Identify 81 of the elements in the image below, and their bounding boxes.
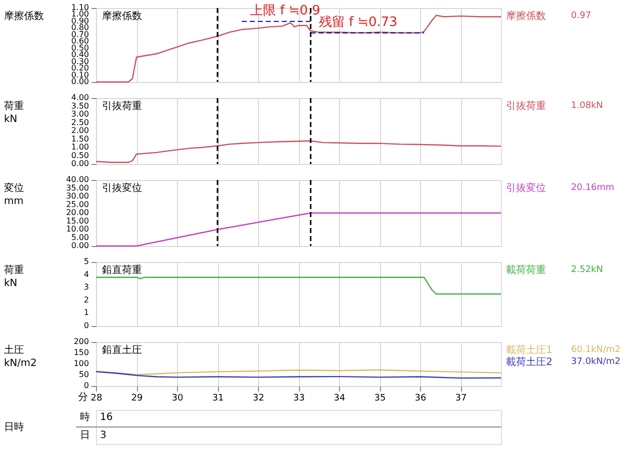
y-tick-label: 50 xyxy=(78,370,89,379)
x-tick-label: 32 xyxy=(252,394,264,404)
y-tick-label: 15.00 xyxy=(66,216,89,226)
y-tick-label: 0.00 xyxy=(71,77,89,86)
series-label: 載荷荷重 xyxy=(506,264,546,276)
y-tick-label: 0.40 xyxy=(71,50,89,60)
y-tick-label: 0 xyxy=(84,321,89,330)
y-tick-label: 1.10 xyxy=(71,3,89,12)
text: 60.1kN/m2 xyxy=(571,345,621,355)
y-tick-label: 1.50 xyxy=(71,134,89,144)
y-tick-label: 0.80 xyxy=(71,23,89,32)
y-tick-label: 1 xyxy=(84,308,89,318)
text: 日 xyxy=(80,430,90,441)
y-tick-label: 0.30 xyxy=(71,56,89,66)
text: 日時 xyxy=(4,421,24,433)
y-tick-label: 2 xyxy=(84,295,89,304)
y-tick-label: 3.50 xyxy=(71,101,89,110)
y-axis-title: 変位 mm xyxy=(4,182,24,207)
x-tick-label: 33 xyxy=(293,394,305,404)
x-tick-label: 35 xyxy=(374,394,386,404)
y-tick-label: 5.00 xyxy=(71,232,89,242)
x-tick-label: 31 xyxy=(212,394,224,404)
text: 時 xyxy=(80,411,90,423)
y-tick-label: 150 xyxy=(74,348,89,357)
series-label: 摩擦係数 xyxy=(506,10,546,22)
y-tick-label: 100 xyxy=(74,359,89,368)
y-tick-label: 4.00 xyxy=(71,93,89,102)
text: 2.52kN xyxy=(571,265,603,275)
y-axis-title: 荷重 kN xyxy=(4,264,24,289)
chart-title: 摩擦係数 xyxy=(102,10,142,22)
x-tick-label: 29 xyxy=(131,394,143,404)
chart-title: 鉛直荷重 xyxy=(102,264,142,276)
y-axis-title: 土圧 kN/m2 xyxy=(4,344,37,369)
text: 3 xyxy=(100,430,106,441)
x-tick-label: 28 xyxy=(90,394,102,404)
y-tick-label: 0.70 xyxy=(71,30,89,39)
y-tick-label: 4 xyxy=(84,270,89,279)
y-tick-label: 0.90 xyxy=(71,16,89,26)
y-axis-title: 荷重 kN xyxy=(4,100,24,125)
chart-title: 引抜荷重 xyxy=(102,100,142,112)
y-tick-label: 1.00 xyxy=(71,10,89,19)
y-tick-label: 5 xyxy=(84,257,89,266)
y-tick-label: 10.00 xyxy=(66,224,89,234)
y-tick-label: 40.00 xyxy=(66,175,89,184)
y-tick-label: 0.20 xyxy=(71,64,89,73)
y-tick-label: 30.00 xyxy=(66,192,89,200)
chart-title: 鉛直土圧 xyxy=(102,344,142,356)
y-tick-label: 3.00 xyxy=(71,110,89,118)
text: 0.97 xyxy=(571,11,592,21)
y-tick-label: 0.00 xyxy=(71,159,89,168)
text: 20.16mm xyxy=(571,183,614,193)
series-label: 載荷土圧2 xyxy=(506,356,552,368)
x-tick-label: 37 xyxy=(455,394,467,404)
text: 引抜荷重 xyxy=(506,100,546,112)
annotation: 残留 f ≒0.73 xyxy=(318,14,398,30)
y-tick-label: 0.50 xyxy=(71,43,89,52)
annotation: 上限 f ≒0.9 xyxy=(250,3,320,18)
text: 16 xyxy=(100,412,113,423)
x-tick-label: 30 xyxy=(172,394,184,404)
y-tick-label: 0.10 xyxy=(71,70,89,80)
y-tick-label: 0.50 xyxy=(71,150,89,160)
x-axis-title: 分 xyxy=(78,391,88,403)
y-tick-label: 3 xyxy=(84,282,89,292)
y-tick-label: 2.50 xyxy=(71,118,89,127)
y-axis-title: 摩擦係数 xyxy=(4,10,44,22)
y-tick-label: 25.00 xyxy=(66,200,89,209)
text: 1.08kN xyxy=(571,101,603,111)
y-tick-label: 0.00 xyxy=(71,241,89,250)
x-tick-label: 36 xyxy=(414,394,426,404)
y-tick-label: 35.00 xyxy=(66,183,89,192)
chart-title: 引抜変位 xyxy=(102,182,142,194)
y-tick-label: 0.60 xyxy=(71,36,89,46)
text: 37.0kN/m2 xyxy=(571,357,621,367)
series-label: 引抜変位 xyxy=(506,182,546,194)
y-tick-label: 1.00 xyxy=(71,142,89,152)
y-tick-label: 200 xyxy=(74,337,89,346)
x-tick-label: 34 xyxy=(334,394,346,404)
y-tick-label: 2.00 xyxy=(71,126,89,135)
series-label: 載荷土圧1 xyxy=(506,344,552,356)
y-tick-label: 0 xyxy=(84,381,89,390)
y-tick-label: 20.00 xyxy=(66,208,89,217)
